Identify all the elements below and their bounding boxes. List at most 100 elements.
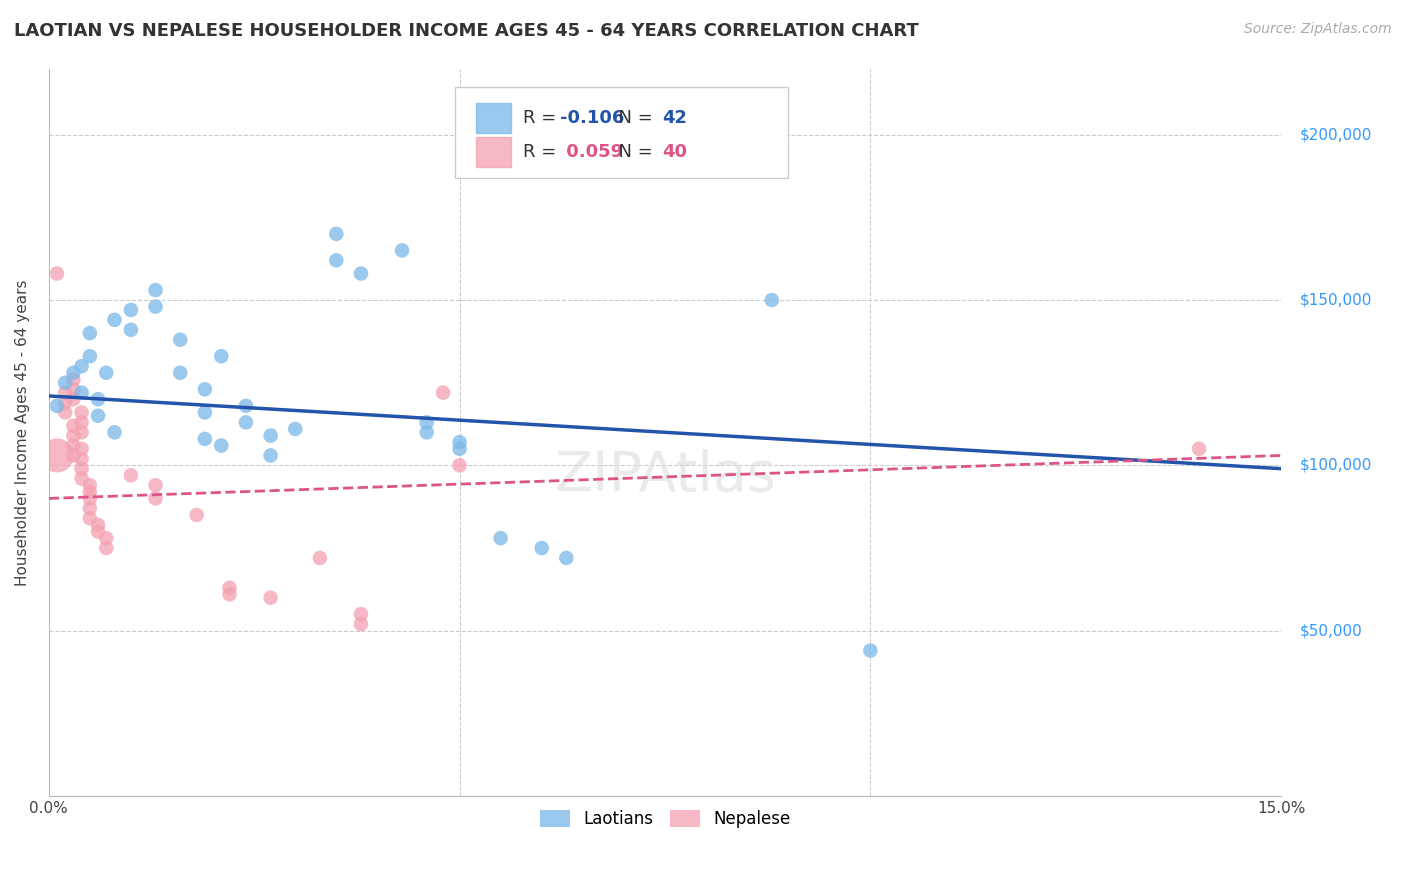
Point bbox=[62, 438, 84, 452]
Text: $100,000: $100,000 bbox=[1299, 458, 1372, 473]
Point bbox=[194, 405, 217, 419]
Point bbox=[62, 392, 84, 407]
Point bbox=[62, 372, 84, 386]
Text: Source: ZipAtlas.com: Source: ZipAtlas.com bbox=[1244, 22, 1392, 37]
Point bbox=[70, 405, 93, 419]
Point bbox=[87, 392, 110, 407]
Point bbox=[62, 382, 84, 396]
Point bbox=[194, 432, 217, 446]
Point bbox=[70, 416, 93, 430]
Point bbox=[79, 501, 101, 516]
Point bbox=[325, 253, 347, 268]
Point bbox=[449, 442, 471, 456]
Point bbox=[62, 418, 84, 433]
Point bbox=[103, 425, 125, 440]
Point bbox=[284, 422, 307, 436]
Point bbox=[235, 399, 257, 413]
Point bbox=[70, 359, 93, 373]
Point bbox=[186, 508, 208, 522]
Point bbox=[70, 442, 93, 456]
Point bbox=[120, 302, 142, 317]
Point bbox=[79, 326, 101, 340]
Point bbox=[96, 541, 118, 555]
Text: N =: N = bbox=[607, 144, 658, 161]
Point bbox=[70, 461, 93, 475]
Point bbox=[761, 293, 783, 307]
Point bbox=[449, 458, 471, 473]
Point bbox=[79, 511, 101, 525]
Point bbox=[53, 395, 76, 409]
Point bbox=[415, 425, 437, 440]
Point bbox=[53, 376, 76, 390]
Point bbox=[70, 425, 93, 440]
Text: $150,000: $150,000 bbox=[1299, 293, 1372, 308]
Point bbox=[218, 587, 240, 601]
Point bbox=[145, 478, 167, 492]
Point bbox=[235, 416, 257, 430]
Point bbox=[87, 409, 110, 423]
Point bbox=[530, 541, 553, 555]
Point bbox=[350, 607, 373, 622]
Point bbox=[62, 428, 84, 442]
Point bbox=[120, 468, 142, 483]
Bar bbox=[477, 136, 510, 168]
Point bbox=[145, 300, 167, 314]
Point bbox=[79, 478, 101, 492]
Y-axis label: Householder Income Ages 45 - 64 years: Householder Income Ages 45 - 64 years bbox=[15, 279, 30, 585]
Point bbox=[70, 451, 93, 466]
Point bbox=[209, 438, 232, 452]
Text: -0.106: -0.106 bbox=[560, 109, 624, 127]
Point bbox=[62, 366, 84, 380]
Point bbox=[70, 472, 93, 486]
Text: 0.059: 0.059 bbox=[560, 144, 623, 161]
Text: N =: N = bbox=[607, 109, 658, 127]
Text: ZIPAtlas: ZIPAtlas bbox=[554, 449, 776, 503]
Point bbox=[859, 643, 882, 657]
Point bbox=[120, 323, 142, 337]
Point bbox=[259, 428, 281, 442]
Point bbox=[194, 382, 217, 396]
Legend: Laotians, Nepalese: Laotians, Nepalese bbox=[533, 804, 797, 835]
Point bbox=[103, 313, 125, 327]
Point bbox=[169, 333, 191, 347]
Point bbox=[1188, 442, 1211, 456]
Point bbox=[70, 385, 93, 400]
Point bbox=[489, 531, 512, 545]
Point bbox=[46, 267, 69, 281]
Point bbox=[259, 591, 281, 605]
Text: $50,000: $50,000 bbox=[1299, 624, 1362, 639]
Point bbox=[169, 366, 191, 380]
Point bbox=[87, 524, 110, 539]
Point bbox=[79, 484, 101, 499]
Point bbox=[145, 491, 167, 506]
Point bbox=[415, 416, 437, 430]
Point bbox=[46, 449, 69, 463]
Point bbox=[53, 405, 76, 419]
Text: LAOTIAN VS NEPALESE HOUSEHOLDER INCOME AGES 45 - 64 YEARS CORRELATION CHART: LAOTIAN VS NEPALESE HOUSEHOLDER INCOME A… bbox=[14, 22, 918, 40]
Point bbox=[350, 617, 373, 632]
Point bbox=[391, 244, 413, 258]
Point bbox=[46, 399, 69, 413]
Point bbox=[555, 551, 578, 566]
Bar bbox=[477, 103, 510, 133]
Text: 40: 40 bbox=[662, 144, 688, 161]
Point bbox=[79, 349, 101, 363]
Point bbox=[53, 385, 76, 400]
Point bbox=[449, 435, 471, 450]
FancyBboxPatch shape bbox=[456, 87, 789, 178]
Point bbox=[145, 283, 167, 297]
Point bbox=[325, 227, 347, 241]
Point bbox=[79, 491, 101, 506]
Point bbox=[62, 449, 84, 463]
Point bbox=[218, 581, 240, 595]
Point bbox=[209, 349, 232, 363]
Text: R =: R = bbox=[523, 109, 562, 127]
Point bbox=[96, 366, 118, 380]
Point bbox=[432, 385, 454, 400]
Text: R =: R = bbox=[523, 144, 562, 161]
Point bbox=[350, 267, 373, 281]
Point bbox=[259, 449, 281, 463]
Text: $200,000: $200,000 bbox=[1299, 128, 1372, 142]
Point bbox=[309, 551, 332, 566]
Point bbox=[96, 531, 118, 545]
